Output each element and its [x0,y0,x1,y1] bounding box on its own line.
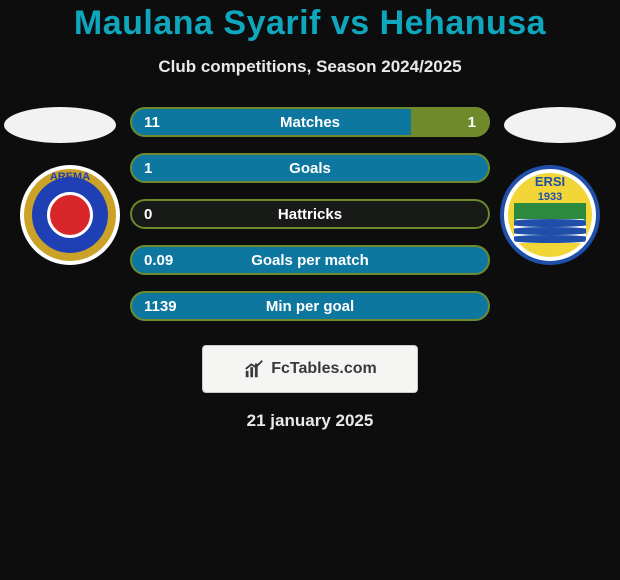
stat-label: Hattricks [130,199,490,229]
infographic-date: 21 january 2025 [0,411,620,431]
team-right-badge-year: 1933 [538,191,562,203]
content-row: AREMA ERSI 1933 111Matches 1Goals 0Hattric… [0,107,620,327]
stat-label: Min per goal [130,291,490,321]
brand-text: FcTables.com [271,360,377,378]
stat-bar: 111Matches [130,107,490,137]
stat-bars: 111Matches 1Goals 0Hattricks 0.09Goals per … [130,107,490,337]
infographic-canvas: Maulana Syarif vs Hehanusa Club competit… [0,0,620,580]
stat-label: Goals [130,153,490,183]
team-left-badge-accent [47,192,93,238]
player-right-ellipse [504,107,616,143]
stat-bar: 0Hattricks [130,199,490,229]
team-right-badge-stripes [514,219,586,243]
stat-bar: 0.09Goals per match [130,245,490,275]
stat-bar: 1Goals [130,153,490,183]
page-subtitle: Club competitions, Season 2024/2025 [0,57,620,77]
team-left-badge-text: AREMA [20,171,120,183]
stat-label: Goals per match [130,245,490,275]
team-right-badge-text: ERSI [535,174,565,189]
brand-chart-icon [243,358,265,380]
stat-label: Matches [130,107,490,137]
brand-box: FcTables.com [202,345,418,393]
page-title: Maulana Syarif vs Hehanusa [0,0,620,43]
team-right-badge: ERSI 1933 [500,165,600,265]
player-left-ellipse [4,107,116,143]
team-left-badge: AREMA [20,165,120,265]
stat-bar: 1139Min per goal [130,291,490,321]
